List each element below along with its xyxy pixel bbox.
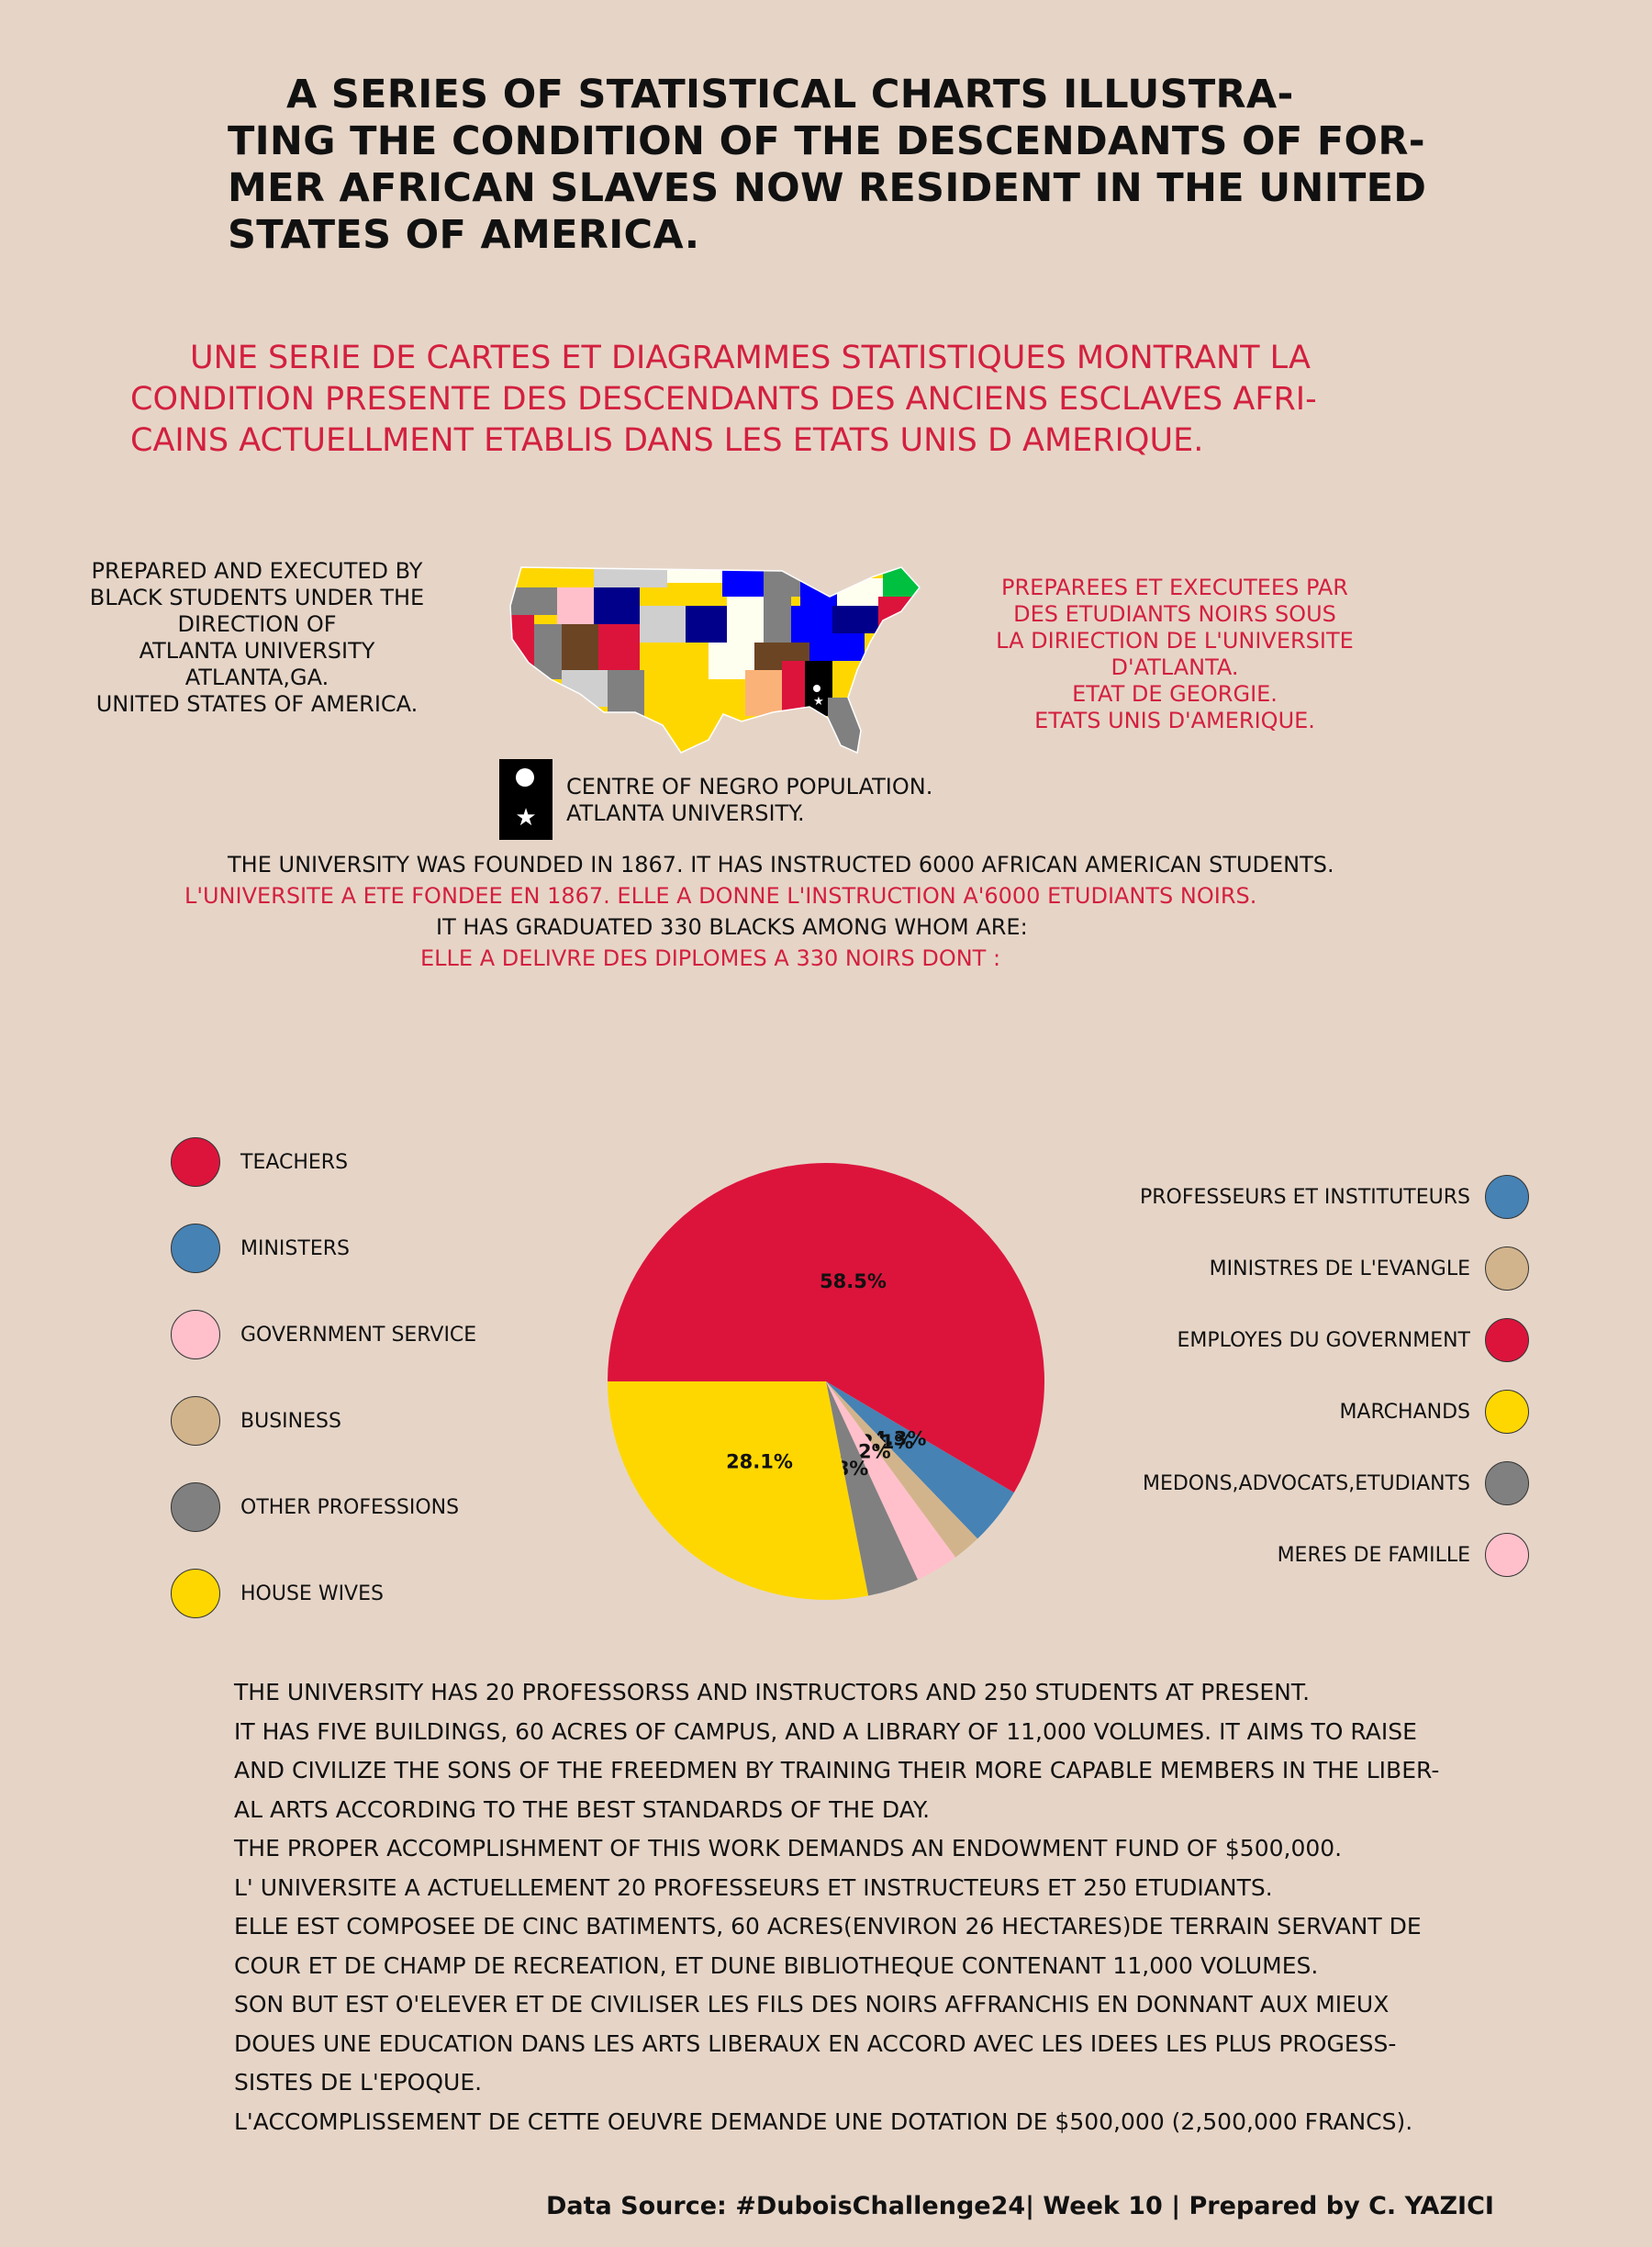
legend-item: GOVERNMENT SERVICE <box>171 1310 476 1359</box>
body-line: SON BUT EST O'ELEVER ET DE CIVILISER LES… <box>234 1991 1390 2018</box>
body-line: SISTES DE L'EPOQUE. <box>234 2069 483 2096</box>
legend-swatch <box>171 1224 220 1273</box>
body-line: AL ARTS ACCORDING TO THE BEST STANDARDS … <box>234 1795 931 1823</box>
title-line: TING THE CONDITION OF THE DESCENDANTS OF… <box>228 118 1425 164</box>
title-en: A SERIES OF STATISTICAL CHARTS ILLUSTRA-… <box>228 72 1427 259</box>
prepared-line: ETAT DE GEORGIE. <box>1072 681 1278 707</box>
prepared-line: ETATS UNIS D'AMERIQUE. <box>1034 708 1315 733</box>
prepared-line: DIRECTION OF <box>177 611 337 637</box>
graduated-en: IT HAS GRADUATED 330 BLACKS AMONG WHOM A… <box>436 914 1028 940</box>
legend-label: OTHER PROFESSIONS <box>240 1495 460 1519</box>
university-star: ★ <box>813 695 824 709</box>
pie-slice-house-wives <box>608 1381 869 1600</box>
founded-fr: L'UNIVERSITE A ETE FONDEE EN 1867. ELLE … <box>184 883 1257 909</box>
prepared-line: DES ETUDIANTS NOIRS SOUS <box>1013 601 1336 627</box>
prepared-line: PREPARED AND EXECUTED BY <box>91 558 423 584</box>
legend-swatch <box>1485 1318 1529 1362</box>
body-line: IT HAS FIVE BUILDINGS, 60 ACRES OF CAMPU… <box>234 1717 1417 1745</box>
legend-label: BUSINESS <box>240 1409 341 1433</box>
pie-slice-ministers <box>826 1381 1014 1539</box>
legend-label: GOVERNMENT SERVICE <box>240 1323 477 1347</box>
legend-label: MEDONS,ADVOCATS,ETUDIANTS <box>1142 1471 1470 1495</box>
prepared-line: D'ATLANTA. <box>1111 654 1239 680</box>
legend-swatch <box>1485 1390 1529 1434</box>
legend-item: OTHER PROFESSIONS <box>171 1482 459 1532</box>
prepared-en: PREPARED AND EXECUTED BY BLACK STUDENTS … <box>55 558 459 718</box>
pie-slice-business <box>826 1381 978 1558</box>
legend-item: MARCHANDS <box>1339 1390 1529 1434</box>
footer-credit: Data Source: #DuboisChallenge24| Week 10… <box>546 2192 1494 2220</box>
legend-swatch <box>1485 1533 1529 1577</box>
legend-swatch <box>1485 1246 1529 1291</box>
title-line: STATES OF AMERICA. <box>228 212 700 258</box>
legend-swatch <box>1485 1461 1529 1505</box>
legend-swatch <box>171 1310 220 1359</box>
legend-item: EMPLOYES DU GOVERNMENT <box>1177 1318 1529 1362</box>
pie-label: 58.5% <box>820 1270 887 1292</box>
legend-item: HOUSE WIVES <box>171 1569 384 1618</box>
title-line: A SERIES OF STATISTICAL CHARTS ILLUSTRA- <box>286 72 1294 117</box>
legend-label: MINISTERS <box>240 1236 350 1260</box>
subtitle-line: UNE SERIE DE CARTES ET DIAGRAMMES STATIS… <box>190 340 1311 376</box>
pie-slice-other-professions <box>826 1381 918 1596</box>
legend-centre: CENTRE OF NEGRO POPULATION. <box>566 774 933 799</box>
legend-label: PROFESSEURS ET INSTITUTEURS <box>1139 1185 1470 1209</box>
legend-label: MINISTRES DE L'EVANGLE <box>1209 1257 1470 1280</box>
body-line: DOUES UNE EDUCATION DANS LES ARTS LIBERA… <box>234 2029 1397 2057</box>
legend-item: TEACHERS <box>171 1137 348 1187</box>
legend-item: BUSINESS <box>171 1396 341 1446</box>
body-line: AND CIVILIZE THE SONS OF THE FREEDMEN BY… <box>234 1757 1440 1783</box>
legend-label: TEACHERS <box>240 1150 349 1174</box>
legend-left: TEACHERS MINISTERS GOVERNMENT SERVICE BU… <box>171 1137 538 1633</box>
legend-label: EMPLOYES DU GOVERNMENT <box>1177 1328 1470 1352</box>
map-legend-key: ★ <box>499 759 553 840</box>
legend-swatch <box>1485 1175 1529 1219</box>
prepared-line: UNITED STATES OF AMERICA. <box>95 691 419 717</box>
legend-right: PROFESSEURS ET INSTITUTEURS MINISTRES DE… <box>1083 1175 1529 1597</box>
star-icon: ★ <box>515 804 537 832</box>
legend-item: PROFESSEURS ET INSTITUTEURS <box>1140 1175 1529 1219</box>
body-line: L' UNIVERSITE A ACTUELLEMENT 20 PROFESSE… <box>234 1873 1273 1901</box>
body-line: L'ACCOMPLISSEMENT DE CETTE OEUVRE DEMAND… <box>234 2107 1413 2135</box>
prepared-line: ATLANTA UNIVERSITY <box>139 638 375 664</box>
pie-slice-government-service <box>826 1381 956 1580</box>
title-line: MER AFRICAN SLAVES NOW RESIDENT IN THE U… <box>228 165 1427 211</box>
legend-swatch <box>171 1137 220 1187</box>
body-line: ELLE EST COMPOSEE DE CINC BATIMENTS, 60 … <box>234 1913 1422 1940</box>
prepared-line: ATLANTA,GA. <box>184 665 329 690</box>
body-line: THE UNIVERSITY HAS 20 PROFESSORSS AND IN… <box>234 1679 1311 1705</box>
legend-item: MEDONS,ADVOCATS,ETUDIANTS <box>1143 1461 1529 1505</box>
prepared-line: BLACK STUDENTS UNDER THE <box>89 585 425 610</box>
body-line: THE PROPER ACCOMPLISHMENT OF THIS WORK D… <box>234 1835 1343 1861</box>
body-line: COUR ET DE CHAMP DE RECREATION, ET DUNE … <box>234 1951 1319 1979</box>
legend-university: ATLANTA UNIVERSITY. <box>566 800 805 826</box>
pie-chart: 58.5%4.3%2.1%3.2%3.8%28.1% <box>608 1163 1044 1600</box>
legend-item: MERES DE FAMILLE <box>1278 1533 1529 1577</box>
prepared-fr: PREPAREES ET EXECUTEES PAR DES ETUDIANTS… <box>945 575 1404 734</box>
population-centre-dot <box>813 685 820 692</box>
subtitle-line: CONDITION PRESENTE DES DESCENDANTS DES A… <box>130 381 1317 418</box>
founded-en: THE UNIVERSITY WAS FOUNDED IN 1867. IT H… <box>228 852 1334 878</box>
legend-item: MINISTRES DE L'EVANGLE <box>1210 1246 1529 1291</box>
dot-icon <box>516 768 534 787</box>
pie-label: 28.1% <box>726 1450 793 1472</box>
title-fr: UNE SERIE DE CARTES ET DIAGRAMMES STATIS… <box>130 338 1562 462</box>
graduated-fr: ELLE A DELIVRE DES DIPLOMES A 330 NOIRS … <box>420 945 1001 971</box>
body-text: THE UNIVERSITY HAS 20 PROFESSORSS AND IN… <box>234 1673 1565 2141</box>
legend-label: MERES DE FAMILLE <box>1277 1543 1470 1567</box>
pie-slice-teachers <box>608 1163 1044 1493</box>
legend-label: HOUSE WIVES <box>240 1582 384 1605</box>
legend-item: MINISTERS <box>171 1224 350 1273</box>
legend-swatch <box>171 1396 220 1446</box>
legend-swatch <box>171 1569 220 1618</box>
legend-swatch <box>171 1482 220 1532</box>
prepared-line: PREPAREES ET EXECUTEES PAR <box>1001 575 1348 600</box>
legend-label: MARCHANDS <box>1339 1400 1470 1424</box>
map-legend-text: CENTRE OF NEGRO POPULATION. ATLANTA UNIV… <box>566 774 932 827</box>
subtitle-line: CAINS ACTUELLMENT ETABLIS DANS LES ETATS… <box>130 422 1204 459</box>
us-map: ★ <box>509 566 921 755</box>
prepared-line: LA DIRIECTION DE L'UNIVERSITE <box>996 628 1354 654</box>
